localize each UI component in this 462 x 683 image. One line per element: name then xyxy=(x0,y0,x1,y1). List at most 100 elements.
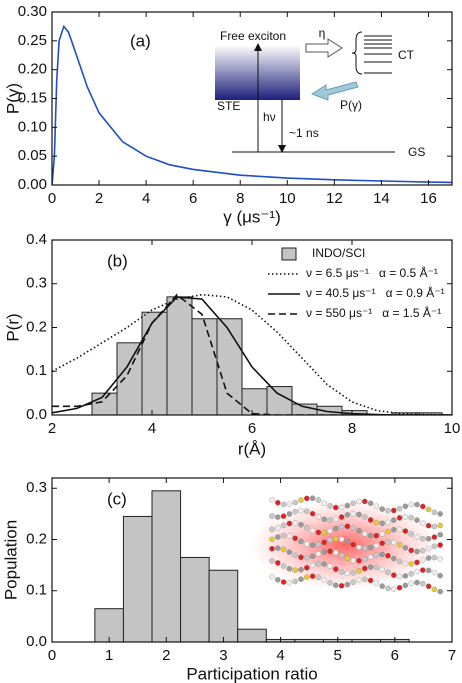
atom xyxy=(333,582,339,588)
atom xyxy=(385,539,391,545)
hist-bar xyxy=(91,392,118,415)
atom xyxy=(437,542,443,548)
atom xyxy=(327,528,333,534)
atom xyxy=(362,545,368,552)
atom xyxy=(391,517,397,523)
y-tick-label: 0.05 xyxy=(18,147,47,164)
hist-bar xyxy=(151,490,182,642)
atom xyxy=(327,580,333,586)
x-tick-label: 2 xyxy=(48,420,56,437)
hist-bar xyxy=(237,628,267,642)
atom xyxy=(292,567,298,573)
atom xyxy=(269,536,275,543)
atom xyxy=(275,545,281,551)
atom xyxy=(356,498,362,505)
x-tick-label: 8 xyxy=(348,420,356,437)
hist-bar xyxy=(116,342,143,415)
atom xyxy=(344,502,351,509)
y-tick-label: 0.00 xyxy=(18,176,47,193)
atom xyxy=(344,523,351,530)
hist-bar xyxy=(141,311,168,415)
y-tick-label: 0.25 xyxy=(18,32,47,49)
x-tick-label: 6 xyxy=(391,647,399,664)
atom xyxy=(437,511,443,517)
molecule-image xyxy=(250,495,443,595)
atom xyxy=(280,579,287,585)
fit-curve xyxy=(52,293,452,415)
atom xyxy=(431,534,438,540)
annotation: P(γ) xyxy=(340,98,362,112)
atom xyxy=(373,542,380,549)
atom xyxy=(362,514,368,520)
atom xyxy=(333,566,339,572)
atom xyxy=(414,559,420,566)
hist-bar xyxy=(216,318,243,415)
atom xyxy=(321,561,327,567)
atom xyxy=(425,567,432,574)
atom xyxy=(408,547,414,554)
atom xyxy=(367,544,374,551)
atom xyxy=(356,568,362,574)
atom xyxy=(275,576,281,583)
atom xyxy=(356,557,362,564)
atom xyxy=(315,561,322,567)
brace xyxy=(351,31,363,75)
hist-bar xyxy=(122,515,153,642)
atom xyxy=(298,538,304,545)
annotation: η xyxy=(319,26,326,40)
atom xyxy=(286,520,293,527)
atom xyxy=(280,532,287,539)
hist-bar xyxy=(208,569,239,642)
atom xyxy=(437,556,443,562)
atom xyxy=(402,545,409,551)
x-tick-label: 10 xyxy=(279,190,296,207)
atom xyxy=(431,569,438,576)
atom xyxy=(344,512,351,518)
atom xyxy=(367,554,374,560)
x-tick-label: 16 xyxy=(420,190,437,207)
atom xyxy=(431,509,438,516)
atom xyxy=(385,569,391,576)
atom xyxy=(309,573,316,579)
atom xyxy=(367,500,374,506)
atom xyxy=(431,586,438,593)
x-tick-label: 4 xyxy=(142,190,150,207)
atom xyxy=(350,557,356,564)
atom xyxy=(396,526,403,533)
atom xyxy=(379,583,385,589)
atom xyxy=(425,522,432,529)
x-tick-label: 6 xyxy=(189,190,197,207)
atom xyxy=(362,565,368,572)
atom xyxy=(350,500,356,506)
x-tick-label: 8 xyxy=(236,190,244,207)
atom xyxy=(269,513,275,519)
atom xyxy=(420,557,426,563)
atom xyxy=(437,531,443,538)
annotation: STE xyxy=(217,99,240,113)
atom xyxy=(292,499,298,506)
atom xyxy=(350,525,356,531)
atom xyxy=(402,503,409,510)
x-tick-label: 4 xyxy=(276,647,284,664)
atom xyxy=(391,555,397,562)
atom xyxy=(385,519,391,526)
y-axis-label: P(r) xyxy=(3,313,22,341)
atom xyxy=(373,532,380,539)
inset-diagram: Free exciton η CT STE P(γ) hν ~1 ns GS xyxy=(215,26,425,159)
atom xyxy=(275,534,281,540)
x-axis-label: Participation ratio xyxy=(186,664,317,683)
x-tick-label: 2 xyxy=(95,190,103,207)
atom xyxy=(321,500,327,506)
atom xyxy=(304,554,310,561)
y-tick-label: 0.4 xyxy=(26,231,47,248)
atom xyxy=(414,534,420,540)
hist-bar xyxy=(241,388,268,415)
atom xyxy=(304,574,310,580)
atom xyxy=(396,584,403,591)
atom xyxy=(338,504,345,511)
atom xyxy=(362,498,368,505)
atom xyxy=(420,520,426,526)
atom xyxy=(327,503,333,509)
